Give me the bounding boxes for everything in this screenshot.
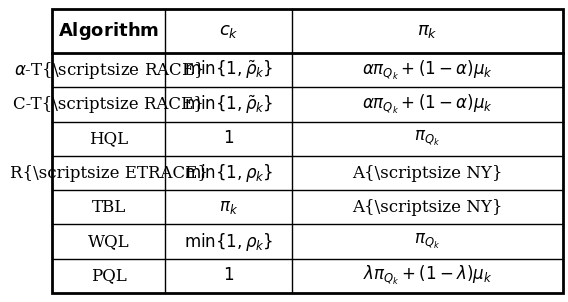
Text: TBL: TBL <box>91 199 126 216</box>
Text: $\pi_{Q_k}$: $\pi_{Q_k}$ <box>415 129 441 148</box>
Text: $\min\{1, \rho_k\}$: $\min\{1, \rho_k\}$ <box>184 230 273 252</box>
Text: $\min\{1, \rho_k\}$: $\min\{1, \rho_k\}$ <box>184 162 273 184</box>
Text: $1$: $1$ <box>223 267 234 284</box>
Text: $\alpha\pi_{Q_k} + (1-\alpha)\mu_k$: $\alpha\pi_{Q_k} + (1-\alpha)\mu_k$ <box>362 59 493 82</box>
Text: C-T{\scriptsize RACE}: C-T{\scriptsize RACE} <box>13 96 204 113</box>
Text: PQL: PQL <box>91 267 126 284</box>
Text: A{\scriptsize NY}: A{\scriptsize NY} <box>352 199 503 216</box>
Text: $\alpha$-T{\scriptsize RACE}: $\alpha$-T{\scriptsize RACE} <box>14 60 203 81</box>
Text: $c_k$: $c_k$ <box>219 22 238 40</box>
Text: $\mathbf{Algorithm}$: $\mathbf{Algorithm}$ <box>58 20 159 42</box>
Text: $\pi_k$: $\pi_k$ <box>417 22 438 40</box>
Text: $\min\{1, \tilde{\rho}_k\}$: $\min\{1, \tilde{\rho}_k\}$ <box>183 59 273 81</box>
Text: A{\scriptsize NY}: A{\scriptsize NY} <box>352 165 503 182</box>
Text: R{\scriptsize ETRACE}: R{\scriptsize ETRACE} <box>10 165 207 182</box>
Text: HQL: HQL <box>89 130 128 147</box>
Text: $1$: $1$ <box>223 130 234 147</box>
Text: $\lambda\pi_{Q_k} + (1-\lambda)\mu_k$: $\lambda\pi_{Q_k} + (1-\lambda)\mu_k$ <box>363 264 492 288</box>
Text: $\min\{1, \tilde{\rho}_k\}$: $\min\{1, \tilde{\rho}_k\}$ <box>183 93 273 116</box>
Text: $\pi_k$: $\pi_k$ <box>219 199 238 216</box>
Text: $\alpha\pi_{Q_k} + (1-\alpha)\mu_k$: $\alpha\pi_{Q_k} + (1-\alpha)\mu_k$ <box>362 93 493 116</box>
Text: WQL: WQL <box>87 233 130 250</box>
Text: $\pi_{Q_k}$: $\pi_{Q_k}$ <box>415 232 441 251</box>
